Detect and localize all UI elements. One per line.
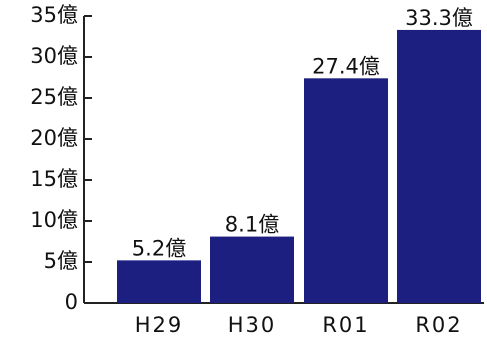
y-tick-label: 30億 (30, 44, 78, 68)
data-label: 8.1億 (225, 213, 279, 237)
y-tick-label: 5億 (44, 249, 78, 273)
y-tick-labels: 0 5億 10億 15億 20億 25億 30億 35億 (30, 3, 78, 314)
y-tick-label: 25億 (30, 85, 78, 109)
bar-r01 (304, 78, 388, 303)
y-tick-label: 0 (65, 290, 78, 314)
y-tick-label: 35億 (30, 3, 78, 27)
x-category-labels: H29 H30 R01 R02 (135, 313, 462, 337)
x-category-label: H29 (135, 313, 184, 337)
data-labels: 5.2億 8.1億 27.4億 33.3億 (132, 6, 473, 260)
data-label: 33.3億 (405, 6, 473, 30)
bar-r02 (397, 29, 481, 303)
data-label: 27.4億 (312, 54, 380, 78)
bar-h30 (210, 236, 294, 303)
x-category-label: R01 (322, 313, 369, 337)
y-tick-label: 20億 (30, 126, 78, 150)
bar-h29 (117, 260, 201, 303)
x-category-label: R02 (415, 313, 462, 337)
chart-bars (117, 29, 481, 303)
y-tick-label: 15億 (30, 167, 78, 191)
y-tick-label: 10億 (30, 208, 78, 232)
x-category-label: H30 (228, 313, 277, 337)
data-label: 5.2億 (132, 236, 186, 260)
